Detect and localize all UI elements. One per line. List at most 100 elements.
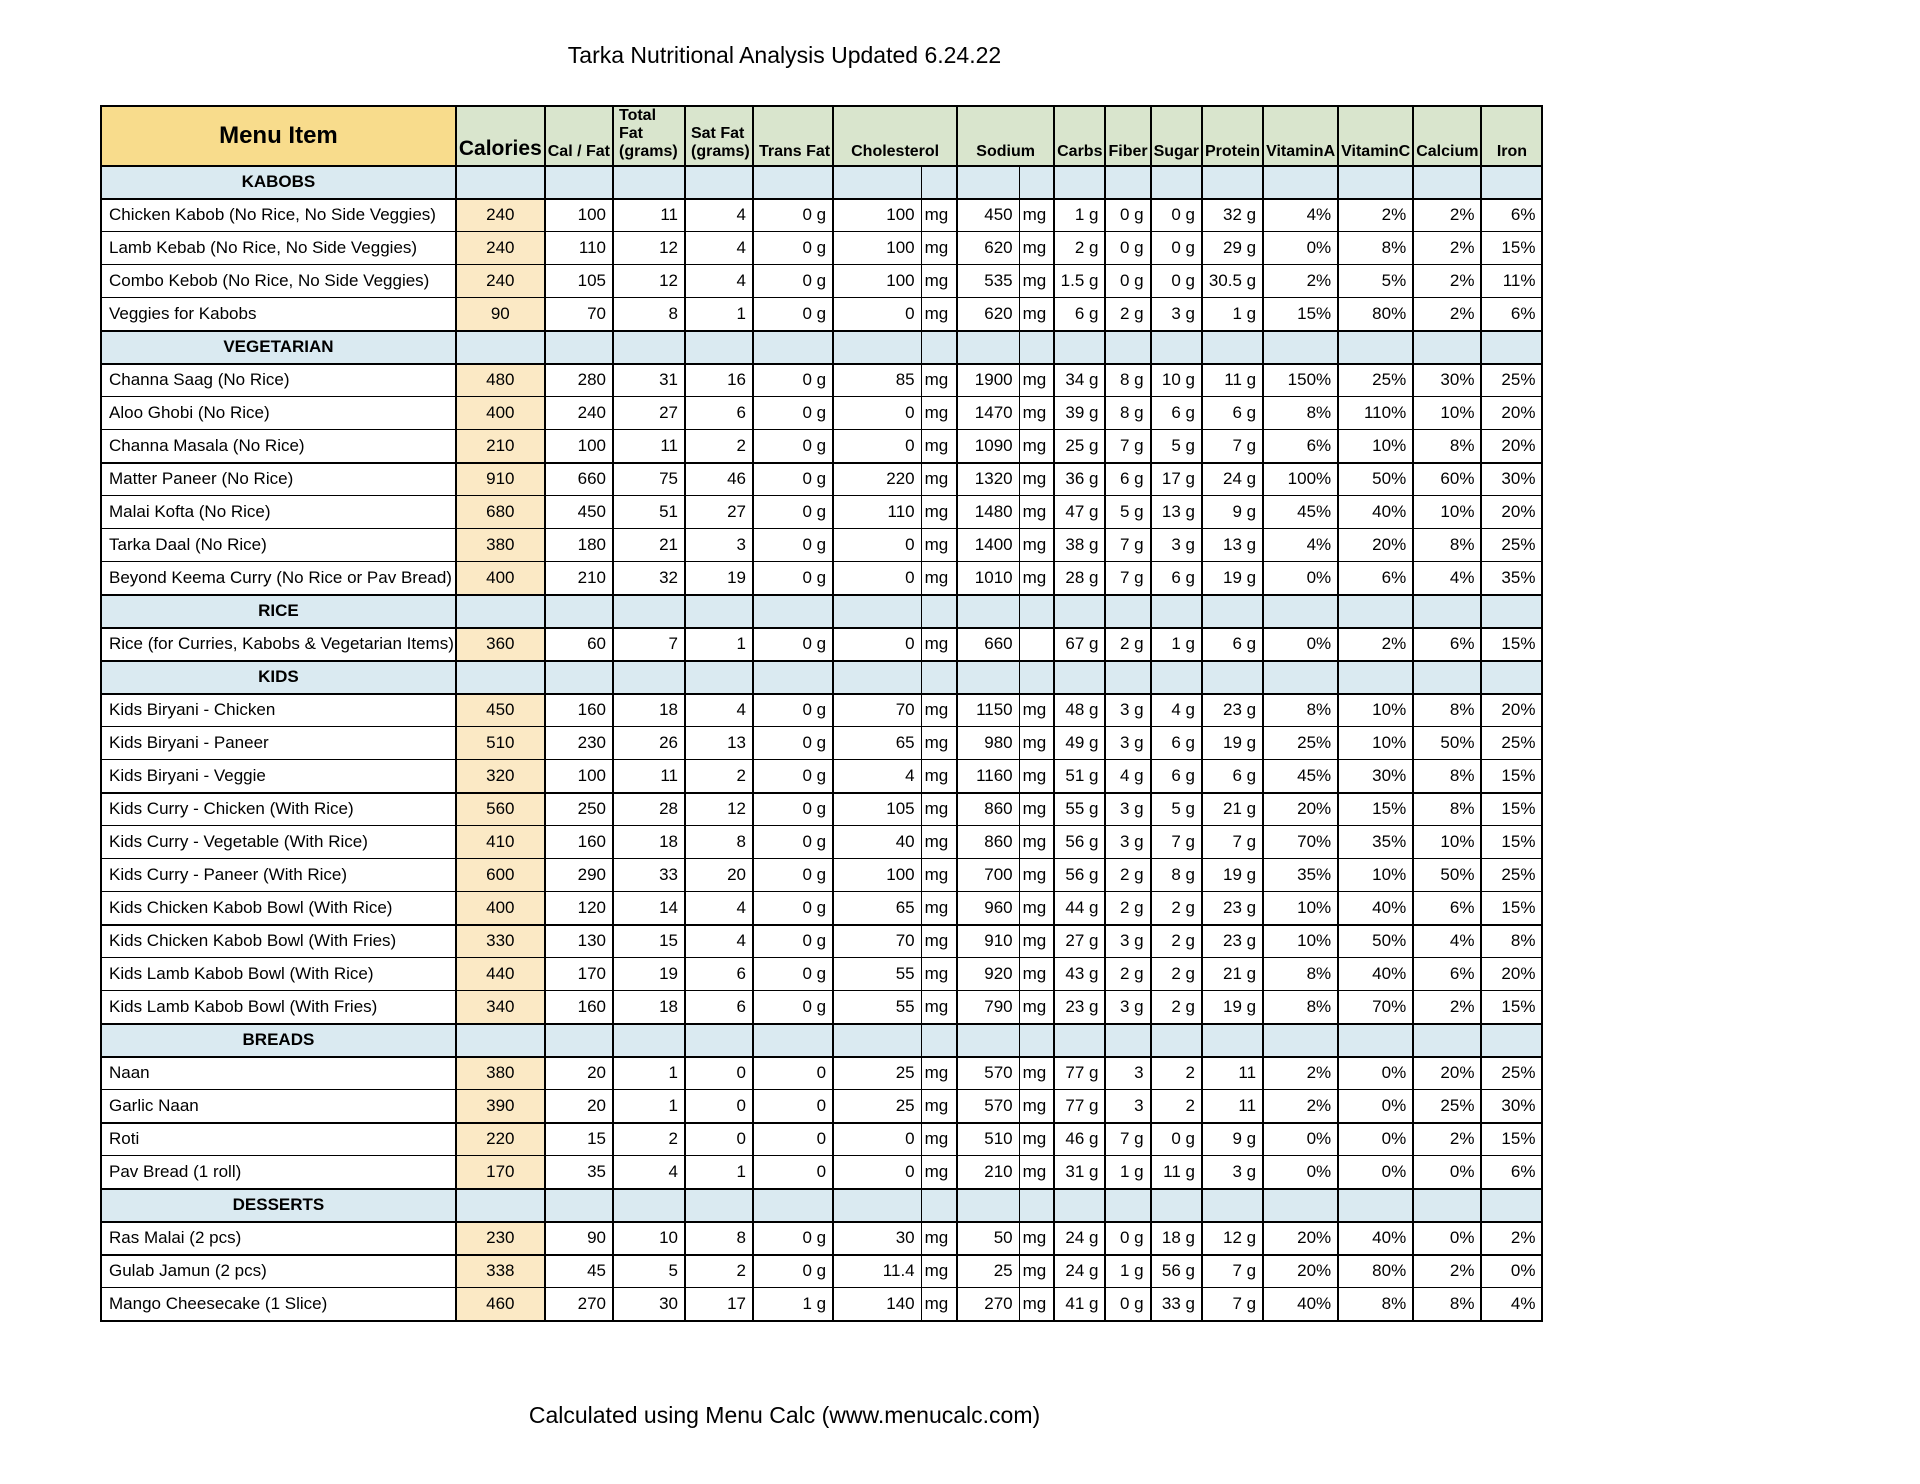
vitamin-c-cell: 8% (1337, 231, 1414, 266)
vitamin-a-cell: 70% (1262, 825, 1339, 860)
section-empty-cell (454, 164, 546, 200)
sodium-unit-cell: mg (1018, 528, 1055, 563)
total-fat-cell: 51 (611, 495, 686, 530)
fiber-cell: 0 g (1104, 198, 1152, 233)
total-fat-cell: 12 (611, 231, 686, 266)
iron-cell: 6% (1480, 297, 1543, 332)
vitamin-a-cell: 8% (1262, 990, 1339, 1025)
sodium-unit-cell: mg (1018, 1155, 1055, 1190)
table-row: Naan 380 20 1 0 0 25 mg 570 mg 77 g 3 2 11 2% 0% 20% 25% (100, 1056, 1543, 1091)
section-empty-cell (683, 164, 754, 200)
trans-fat-cell: 0 g (751, 693, 834, 728)
cholesterol-cell: 110 (832, 495, 922, 530)
section-empty-cell (1053, 659, 1106, 695)
vitamin-c-cell: 40% (1337, 1221, 1414, 1256)
calories-cell: 240 (454, 231, 546, 266)
cholesterol-cell: 70 (832, 693, 922, 728)
cholesterol-unit-cell: mg (920, 990, 958, 1025)
sat-fat-cell: 2 (683, 1253, 754, 1289)
menu-item-cell: Ras Malai (2 pcs) (100, 1221, 457, 1256)
section-row: KABOBS (100, 164, 1543, 200)
section-empty-cell (751, 329, 834, 365)
sugar-cell: 8 g (1149, 858, 1203, 893)
vitamin-c-cell: 2% (1337, 627, 1414, 662)
cholesterol-cell: 25 (832, 1056, 922, 1091)
cal-fat-cell: 170 (543, 957, 614, 992)
cholesterol-unit-cell: mg (920, 1287, 958, 1322)
section-empty-cell (920, 1022, 958, 1058)
table-row: Kids Biryani - Paneer 510 230 26 13 0 g 65 mg 98… (100, 726, 1543, 761)
cholesterol-cell: 140 (832, 1287, 922, 1322)
calcium-cell: 0% (1412, 1155, 1482, 1190)
vitamin-a-cell: 2% (1262, 1056, 1339, 1091)
trans-fat-cell: 0 g (751, 264, 834, 299)
sat-fat-cell: 16 (683, 363, 754, 398)
sugar-cell: 6 g (1149, 396, 1203, 431)
section-title-cell: VEGETARIAN (100, 329, 457, 365)
iron-cell: 25% (1480, 726, 1543, 761)
section-empty-cell (956, 329, 1020, 365)
sodium-unit-cell: mg (1018, 198, 1055, 233)
cal-fat-cell: 60 (543, 627, 614, 662)
sugar-cell: 33 g (1149, 1287, 1203, 1322)
sodium-unit-cell: mg (1018, 791, 1055, 827)
sodium-cell: 790 (956, 990, 1020, 1025)
section-title-cell: KABOBS (100, 164, 457, 200)
sodium-cell: 1160 (956, 759, 1020, 794)
menu-item-cell: Kids Chicken Kabob Bowl (With Fries) (100, 923, 457, 959)
section-empty-cell (832, 1187, 922, 1223)
table-row: Kids Lamb Kabob Bowl (With Rice) 440 170 19… (100, 957, 1543, 992)
carbs-cell: 56 g (1053, 858, 1106, 893)
table-row: Gulab Jamun (2 pcs) 338 45 5 2 0 g 11.4 mg 25 mg 2… (100, 1253, 1543, 1289)
calories-cell: 460 (454, 1287, 546, 1322)
vitamin-a-cell: 10% (1262, 923, 1339, 959)
menu-item-cell: Combo Kebob (No Rice, No Side Veggies) (100, 264, 457, 299)
fiber-cell: 0 g (1104, 1287, 1152, 1322)
section-empty-cell (1480, 1187, 1543, 1223)
sugar-cell: 18 g (1149, 1221, 1203, 1256)
total-fat-cell: 28 (611, 791, 686, 827)
calories-cell: 210 (454, 429, 546, 464)
sat-fat-cell: 2 (683, 429, 754, 464)
sodium-cell: 660 (956, 627, 1020, 662)
cholesterol-unit-cell: mg (920, 726, 958, 761)
protein-cell: 32 g (1200, 198, 1264, 233)
fiber-cell: 0 g (1104, 264, 1152, 299)
section-empty-cell (454, 329, 546, 365)
fiber-cell: 1 g (1104, 1155, 1152, 1190)
sodium-cell: 1900 (956, 363, 1020, 398)
sugar-cell: 2 g (1149, 957, 1203, 992)
sodium-unit-cell: mg (1018, 1221, 1055, 1256)
cal-fat-cell: 105 (543, 264, 614, 299)
table-row: Malai Kofta (No Rice) 680 450 51 27 0 g 110 mg 1… (100, 495, 1543, 530)
menu-item-cell: Naan (100, 1056, 457, 1091)
section-empty-cell (1337, 1022, 1414, 1058)
vitamin-a-cell: 6% (1262, 429, 1339, 464)
sat-fat-cell: 6 (683, 957, 754, 992)
cholesterol-cell: 65 (832, 891, 922, 926)
carbs-cell: 43 g (1053, 957, 1106, 992)
sodium-unit-cell: mg (1018, 396, 1055, 431)
protein-cell: 6 g (1200, 759, 1264, 794)
section-empty-cell (1149, 593, 1203, 629)
table-row: Aloo Ghobi (No Rice) 400 240 27 6 0 g 0 mg 1470 m… (100, 396, 1543, 431)
calories-cell: 340 (454, 990, 546, 1025)
sodium-unit-cell: mg (1018, 759, 1055, 794)
trans-fat-cell: 0 g (751, 363, 834, 398)
fiber-cell: 6 g (1104, 461, 1152, 497)
vitamin-c-cell: 8% (1337, 1287, 1414, 1322)
fiber-cell: 8 g (1104, 396, 1152, 431)
sodium-unit-cell: mg (1018, 923, 1055, 959)
vitamin-a-cell: 0% (1262, 561, 1339, 596)
trans-fat-cell: 0 g (751, 825, 834, 860)
total-fat-cell: 31 (611, 363, 686, 398)
total-fat-cell: 1 (611, 1056, 686, 1091)
section-empty-cell (1053, 164, 1106, 200)
sugar-cell: 3 g (1149, 528, 1203, 563)
sodium-cell: 1090 (956, 429, 1020, 464)
calcium-cell: 0% (1412, 1221, 1482, 1256)
section-empty-cell (1018, 593, 1055, 629)
sodium-unit-cell: mg (1018, 957, 1055, 992)
